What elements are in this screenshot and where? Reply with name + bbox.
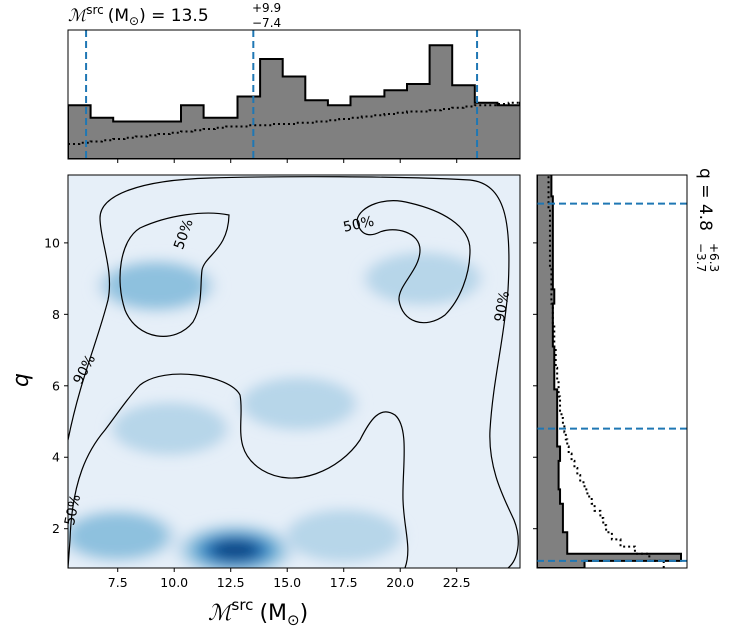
contour-label-4: 90% bbox=[492, 290, 513, 323]
top-title-unit: (M bbox=[108, 6, 129, 26]
contours bbox=[68, 176, 519, 568]
right-title-upper: +6.3 bbox=[707, 243, 721, 272]
heatmap-background bbox=[68, 175, 520, 568]
y-tick-label-2: 6 bbox=[52, 378, 60, 393]
y-tick-label-4: 10 bbox=[44, 235, 60, 250]
contour-label-1: 50% bbox=[342, 214, 376, 236]
top-panel-title: ℳsrc (M⊙) = 13.5 bbox=[68, 3, 209, 28]
density-peak-0-ring-6 bbox=[213, 541, 257, 559]
x-tick-label-3: 15.0 bbox=[273, 575, 301, 590]
right-histogram-solid bbox=[537, 175, 682, 568]
right-histogram-dotted bbox=[547, 175, 665, 568]
x-label-unit: (M bbox=[259, 601, 287, 626]
density-peak-3-ring-1 bbox=[288, 511, 399, 561]
x-tick-label-0: 7.5 bbox=[108, 575, 128, 590]
top-title-lower: −7.4 bbox=[252, 16, 281, 30]
y-tick-label-3: 8 bbox=[52, 307, 60, 322]
x-label-close: ) bbox=[300, 601, 309, 626]
main-x-ticks: 7.5 10.0 12.5 15.0 17.5 20.0 22.5 bbox=[108, 568, 471, 590]
density-peak-4-ring-1 bbox=[115, 403, 225, 454]
top-histogram-dotted bbox=[68, 100, 520, 145]
main-panel-frame bbox=[67, 174, 521, 569]
x-tick-label-1: 10.0 bbox=[160, 575, 188, 590]
main-y-ticks: 2 4 6 8 10 bbox=[44, 235, 68, 536]
density-heatmap bbox=[68, 175, 520, 568]
right-histogram bbox=[537, 175, 687, 568]
y-tick-label-1: 4 bbox=[52, 450, 60, 465]
x-label-sup: src bbox=[232, 596, 254, 614]
main-density-panel: 50% 50%50%90%90% 7.5 10.0 12.5 15.0 17.5 20.0 2… bbox=[9, 174, 521, 629]
top-histogram bbox=[68, 30, 520, 159]
contour-50-upper-right bbox=[356, 200, 471, 324]
right-panel-title: q = 4.8 bbox=[695, 168, 715, 231]
right-marginal-panel: q = 4.8 +6.3 −3.7 bbox=[533, 168, 721, 569]
y-tick-label-0: 2 bbox=[52, 521, 60, 536]
top-title-symbol: ℳ bbox=[68, 6, 89, 26]
density-peak-6-ring-1 bbox=[243, 378, 354, 429]
x-tick-label-5: 20.0 bbox=[386, 575, 414, 590]
top-marginal-panel: ℳsrc (M⊙) = 13.5 +9.9 −7.4 bbox=[67, 1, 521, 163]
top-title-sun: ⊙ bbox=[129, 14, 139, 28]
right-panel-frame bbox=[536, 174, 688, 569]
top-panel-frame bbox=[67, 29, 521, 160]
density-peak-1-ring-2 bbox=[108, 264, 204, 308]
heatmap-blobs bbox=[68, 250, 485, 568]
main-y-label: q bbox=[9, 373, 34, 387]
x-label-symbol: ℳ bbox=[208, 601, 235, 626]
contour-50-upper-left bbox=[119, 212, 230, 337]
contour-90-outer bbox=[68, 176, 519, 568]
main-x-label: ℳsrc (M⊙) bbox=[208, 596, 308, 629]
top-title-eq: ) = 13.5 bbox=[139, 6, 209, 26]
top-title-upper: +9.9 bbox=[252, 1, 281, 15]
top-x-ticks bbox=[117, 159, 458, 163]
top-histogram-solid bbox=[68, 44, 520, 159]
x-tick-label-4: 17.5 bbox=[330, 575, 358, 590]
top-title-sup: src bbox=[86, 3, 104, 17]
right-title-lower: −3.7 bbox=[694, 243, 708, 272]
x-tick-label-6: 22.5 bbox=[443, 575, 471, 590]
x-tick-label-2: 12.5 bbox=[217, 575, 245, 590]
density-peak-5-ring-1 bbox=[368, 253, 478, 304]
density-peak-2-ring-2 bbox=[70, 514, 166, 558]
x-label-sun: ⊙ bbox=[287, 611, 300, 629]
right-y-ticks bbox=[533, 242, 537, 530]
